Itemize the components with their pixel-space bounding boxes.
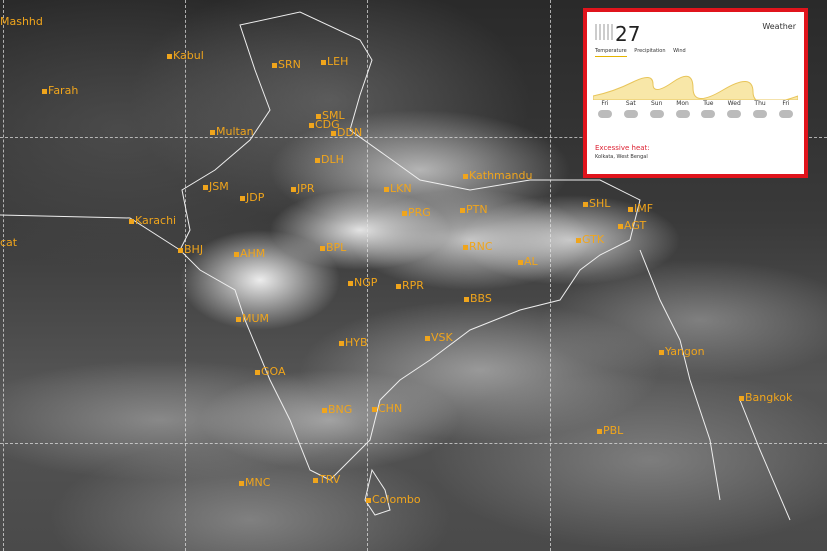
city-label: Bangkok bbox=[739, 392, 792, 404]
forecast-day[interactable]: Sat bbox=[619, 100, 643, 121]
current-temperature: 27 bbox=[615, 22, 641, 46]
temperature-chart bbox=[593, 75, 798, 100]
city-label: IMF bbox=[628, 203, 653, 215]
cloud-rain-icon bbox=[701, 110, 716, 118]
longitude-gridline bbox=[3, 0, 4, 551]
city-label: MNC bbox=[239, 477, 270, 489]
city-label: SRN bbox=[272, 59, 301, 71]
forecast-day[interactable]: Wed bbox=[722, 100, 746, 121]
forecast-days: Fri Sat Sun Mon Tue Wed Thu Fri bbox=[593, 100, 798, 121]
city-label: LKN bbox=[384, 183, 412, 195]
city-label: NGP bbox=[348, 277, 377, 289]
longitude-gridline bbox=[367, 0, 368, 551]
city-label: DLH bbox=[315, 154, 344, 166]
city-label: RNC bbox=[463, 241, 493, 253]
weather-widget-inset: 27 Weather Temperature Precipitation Win… bbox=[583, 8, 808, 178]
forecast-day[interactable]: Thu bbox=[748, 100, 772, 121]
city-label: BBS bbox=[464, 293, 492, 305]
city-label: MUM bbox=[236, 313, 269, 325]
forecast-day[interactable]: Tue bbox=[696, 100, 720, 121]
city-label: AHM bbox=[234, 248, 265, 260]
city-label: GOA bbox=[255, 366, 286, 378]
latitude-gridline bbox=[0, 443, 827, 444]
city-label: SHL bbox=[583, 198, 610, 210]
city-label: AGT bbox=[618, 220, 646, 232]
alert-text: Kolkata, West Bengal bbox=[595, 154, 648, 160]
city-label: PBL bbox=[597, 425, 623, 437]
latitude-gridline bbox=[0, 137, 827, 138]
tab-precipitation[interactable]: Precipitation bbox=[634, 48, 666, 54]
widget-title: Weather bbox=[762, 22, 796, 31]
thunderstorm-icon bbox=[727, 110, 742, 118]
tab-temperature[interactable]: Temperature bbox=[595, 48, 627, 57]
city-label: Farah bbox=[42, 85, 78, 97]
city-label: BHJ bbox=[178, 244, 203, 256]
longitude-gridline bbox=[550, 0, 551, 551]
cloud-rain-icon bbox=[623, 110, 638, 118]
city-label: BNG bbox=[322, 404, 352, 416]
forecast-day[interactable]: Fri bbox=[774, 100, 798, 121]
city-label: LEH bbox=[321, 56, 348, 68]
city-label: Yangon bbox=[659, 346, 705, 358]
city-label: RPR bbox=[396, 280, 424, 292]
forecast-day[interactable]: Mon bbox=[671, 100, 695, 121]
alert-title: Excessive heat: bbox=[595, 144, 650, 152]
city-label: JPR bbox=[291, 183, 315, 195]
city-label: Multan bbox=[210, 126, 254, 138]
forecast-day[interactable]: Fri bbox=[593, 100, 617, 121]
city-label: Colombo bbox=[366, 494, 421, 506]
city-label: Kathmandu bbox=[463, 170, 532, 182]
thunderstorm-icon bbox=[753, 110, 768, 118]
city-label: PRG bbox=[402, 207, 431, 219]
thunderstorm-icon bbox=[778, 110, 793, 118]
city-label: Kabul bbox=[167, 50, 204, 62]
city-label: VSK bbox=[425, 332, 453, 344]
city-label: TRV bbox=[313, 474, 340, 486]
longitude-gridline bbox=[185, 0, 186, 551]
city-label: GTK bbox=[576, 234, 604, 246]
city-label: HYB bbox=[339, 337, 368, 349]
city-label: CDG bbox=[309, 119, 340, 131]
cloud-rain-icon bbox=[598, 110, 612, 118]
city-label: BPL bbox=[320, 242, 346, 254]
cloud-rain-icon bbox=[595, 24, 613, 40]
city-label: DDN bbox=[331, 127, 362, 139]
city-label: cat bbox=[0, 237, 17, 249]
widget-tabs: Temperature Precipitation Wind bbox=[595, 48, 686, 57]
city-label: JSM bbox=[203, 181, 229, 193]
city-label: CHN bbox=[372, 403, 402, 415]
city-label: JDP bbox=[240, 192, 264, 204]
city-label: Karachi bbox=[129, 215, 176, 227]
city-label: SML bbox=[316, 110, 345, 122]
thunderstorm-icon bbox=[675, 110, 690, 118]
city-label: AL bbox=[518, 256, 538, 268]
forecast-day[interactable]: Sun bbox=[645, 100, 669, 121]
city-label: Mashhd bbox=[0, 16, 43, 28]
city-label: PTN bbox=[460, 204, 488, 216]
tab-wind[interactable]: Wind bbox=[673, 48, 686, 54]
thunderstorm-icon bbox=[649, 110, 664, 118]
